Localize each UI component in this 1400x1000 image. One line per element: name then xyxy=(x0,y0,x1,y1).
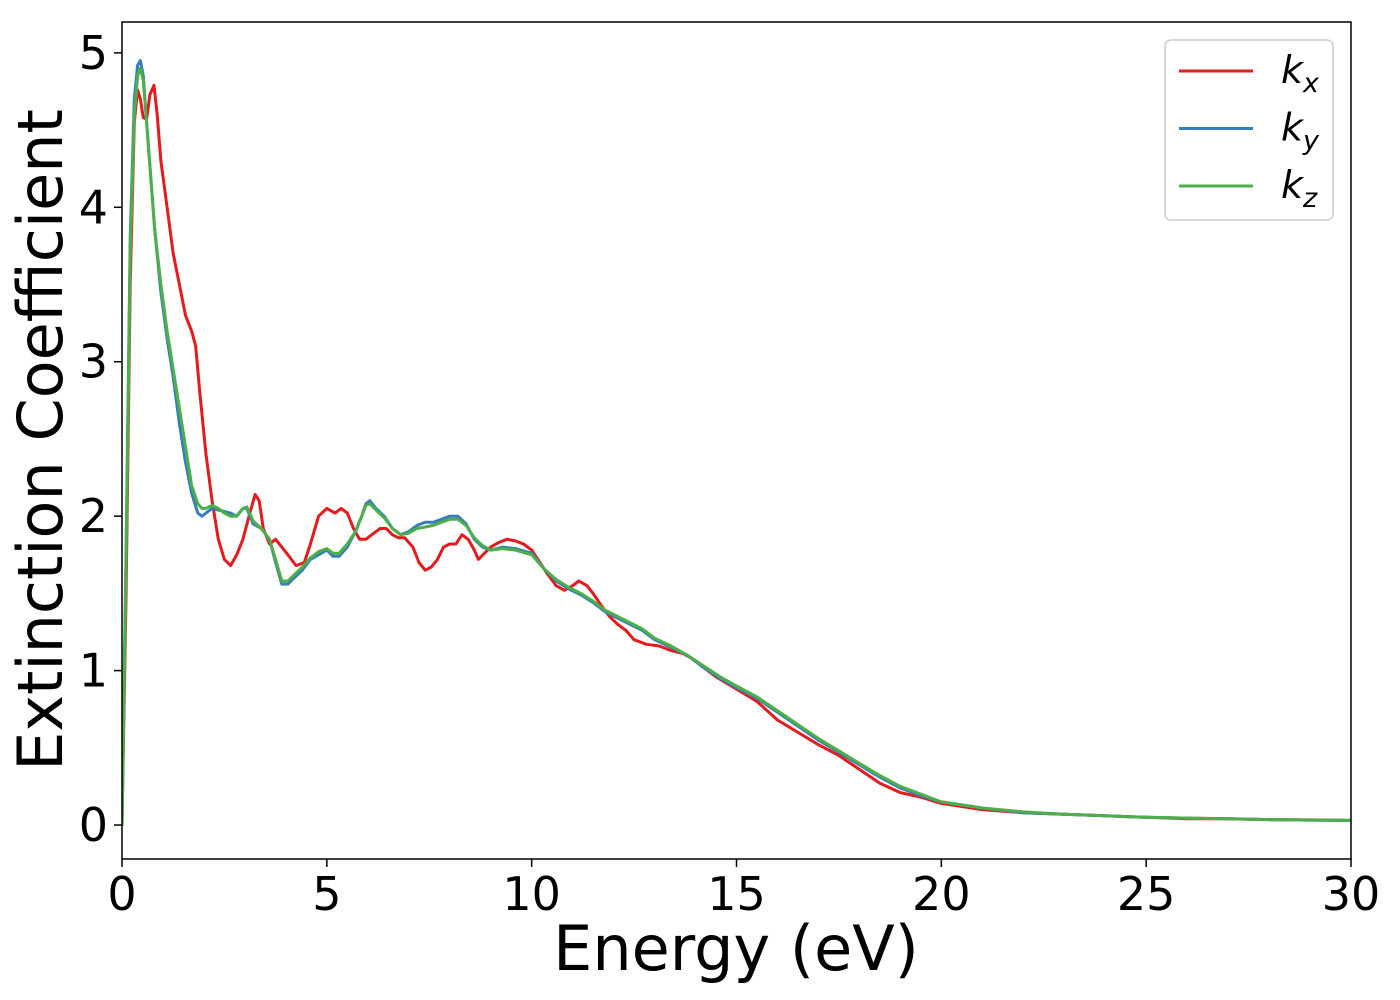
series-layer xyxy=(122,59,1351,827)
x-tick-label: 0 xyxy=(107,867,136,921)
x-tick-label: 30 xyxy=(1322,867,1381,921)
legend-label-y: ky xyxy=(1281,106,1320,157)
x-tick-label: 15 xyxy=(707,867,766,921)
x-tick-label: 10 xyxy=(502,867,561,921)
x-tick-label: 5 xyxy=(312,867,341,921)
y-tick-label: 2 xyxy=(79,489,108,543)
x-tick-label: 20 xyxy=(912,867,971,921)
x-axis-title: Energy (eV) xyxy=(553,912,919,985)
y-tick-label: 5 xyxy=(79,26,108,80)
legend: kx ky kz xyxy=(1164,39,1334,221)
series-line-z xyxy=(122,66,1351,827)
y-tick-label: 1 xyxy=(79,644,108,698)
x-axis: 0 5 10 15 20 25 30 xyxy=(107,859,1380,921)
legend-label-x: kx xyxy=(1281,48,1320,99)
y-tick-label: 0 xyxy=(79,798,108,852)
series-line-x xyxy=(122,83,1351,827)
y-axis: 0 1 2 3 4 5 xyxy=(79,26,122,852)
y-tick-label: 3 xyxy=(79,335,108,389)
y-tick-label: 4 xyxy=(79,180,108,234)
y-axis-title: Extinction Coefficient xyxy=(4,109,77,771)
x-tick-label: 25 xyxy=(1117,867,1176,921)
legend-label-z: kz xyxy=(1281,163,1318,214)
